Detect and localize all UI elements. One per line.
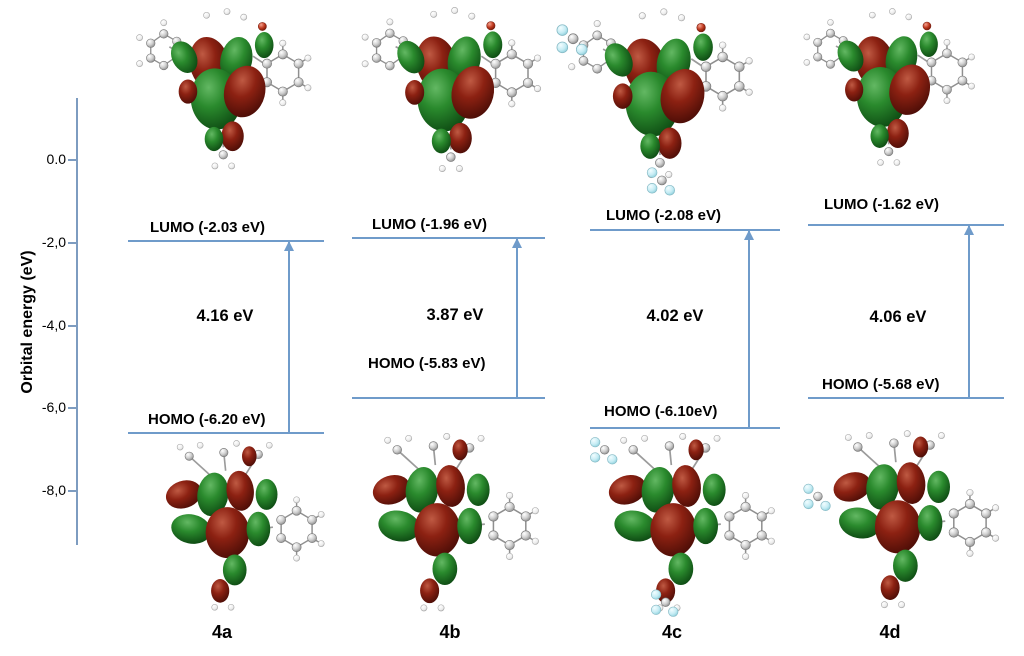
y-axis-tick: [68, 490, 76, 492]
y-axis-tick-label: -4,0: [41, 317, 66, 333]
homo-level-line-4a: [128, 432, 324, 434]
cf3-group-icon: [590, 437, 618, 465]
compound-label-4c: 4c: [661, 622, 683, 642]
gap-label-4b: 3.87 eV: [426, 306, 484, 324]
y-axis-tick-label: 0.0: [46, 151, 66, 167]
y-axis-tick: [68, 242, 76, 244]
lumo-level-line-4a: [128, 240, 324, 242]
homo-orbital-image-4a: [132, 438, 332, 620]
homo-label-4a: HOMO (-6.20 eV): [148, 411, 266, 428]
y-axis-title: Orbital energy (eV): [19, 250, 36, 394]
lumo-label-4b: LUMO (-1.96 eV): [372, 216, 488, 233]
y-axis-tick-label: -2,0: [41, 234, 66, 250]
y-axis-line: [76, 98, 78, 545]
compound-label-4d: 4d: [879, 622, 901, 642]
lumo-orbital-image-4c: [556, 6, 762, 196]
y-axis-tick: [68, 325, 76, 327]
compound-label-4a: 4a: [211, 622, 233, 642]
homo-label-4d: HOMO (-5.68 eV): [822, 376, 940, 393]
y-axis-tick-label: -6,0: [41, 399, 66, 415]
cf3-group-icon: [803, 483, 831, 511]
lumo-level-line-4b: [352, 237, 545, 239]
gap-arrow-4a: [283, 241, 294, 432]
cf3-group-icon: [556, 24, 588, 56]
y-axis-tick: [68, 159, 76, 161]
y-axis-tick-label: -8,0: [41, 482, 66, 498]
y-axis-tick: [68, 407, 76, 409]
lumo-orbital-image-4d: [772, 6, 1000, 188]
compound-label-4b: 4b: [439, 622, 461, 642]
homo-level-line-4c: [590, 427, 780, 429]
homo-label-4c: HOMO (-6.10eV): [604, 403, 718, 420]
homo-orbital-image-4d: [803, 428, 1010, 618]
homo-orbital-image-4c: [590, 428, 778, 617]
homo-label-4b: HOMO (-5.83 eV): [368, 355, 486, 372]
lumo-orbital-image-4a: [118, 6, 323, 192]
homo-orbital-image-4b: [342, 430, 542, 622]
lumo-level-line-4d: [808, 224, 1004, 226]
gap-label-4d: 4.06 eV: [869, 308, 927, 326]
homo-level-line-4d: [808, 397, 1004, 399]
gap-label-4a: 4.16 eV: [196, 307, 254, 325]
gap-arrow-4b: [511, 238, 522, 397]
homo-level-line-4b: [352, 397, 545, 399]
lumo-label-4c: LUMO (-2.08 eV): [606, 207, 722, 224]
gap-label-4c: 4.02 eV: [646, 307, 704, 325]
lumo-label-4a: LUMO (-2.03 eV): [150, 219, 266, 236]
gap-arrow-4c: [743, 230, 754, 427]
lumo-orbital-image-4b: [348, 0, 548, 200]
lumo-label-4d: LUMO (-1.62 eV): [824, 196, 940, 213]
gap-arrow-4d: [963, 225, 974, 397]
lumo-level-line-4c: [590, 229, 780, 231]
